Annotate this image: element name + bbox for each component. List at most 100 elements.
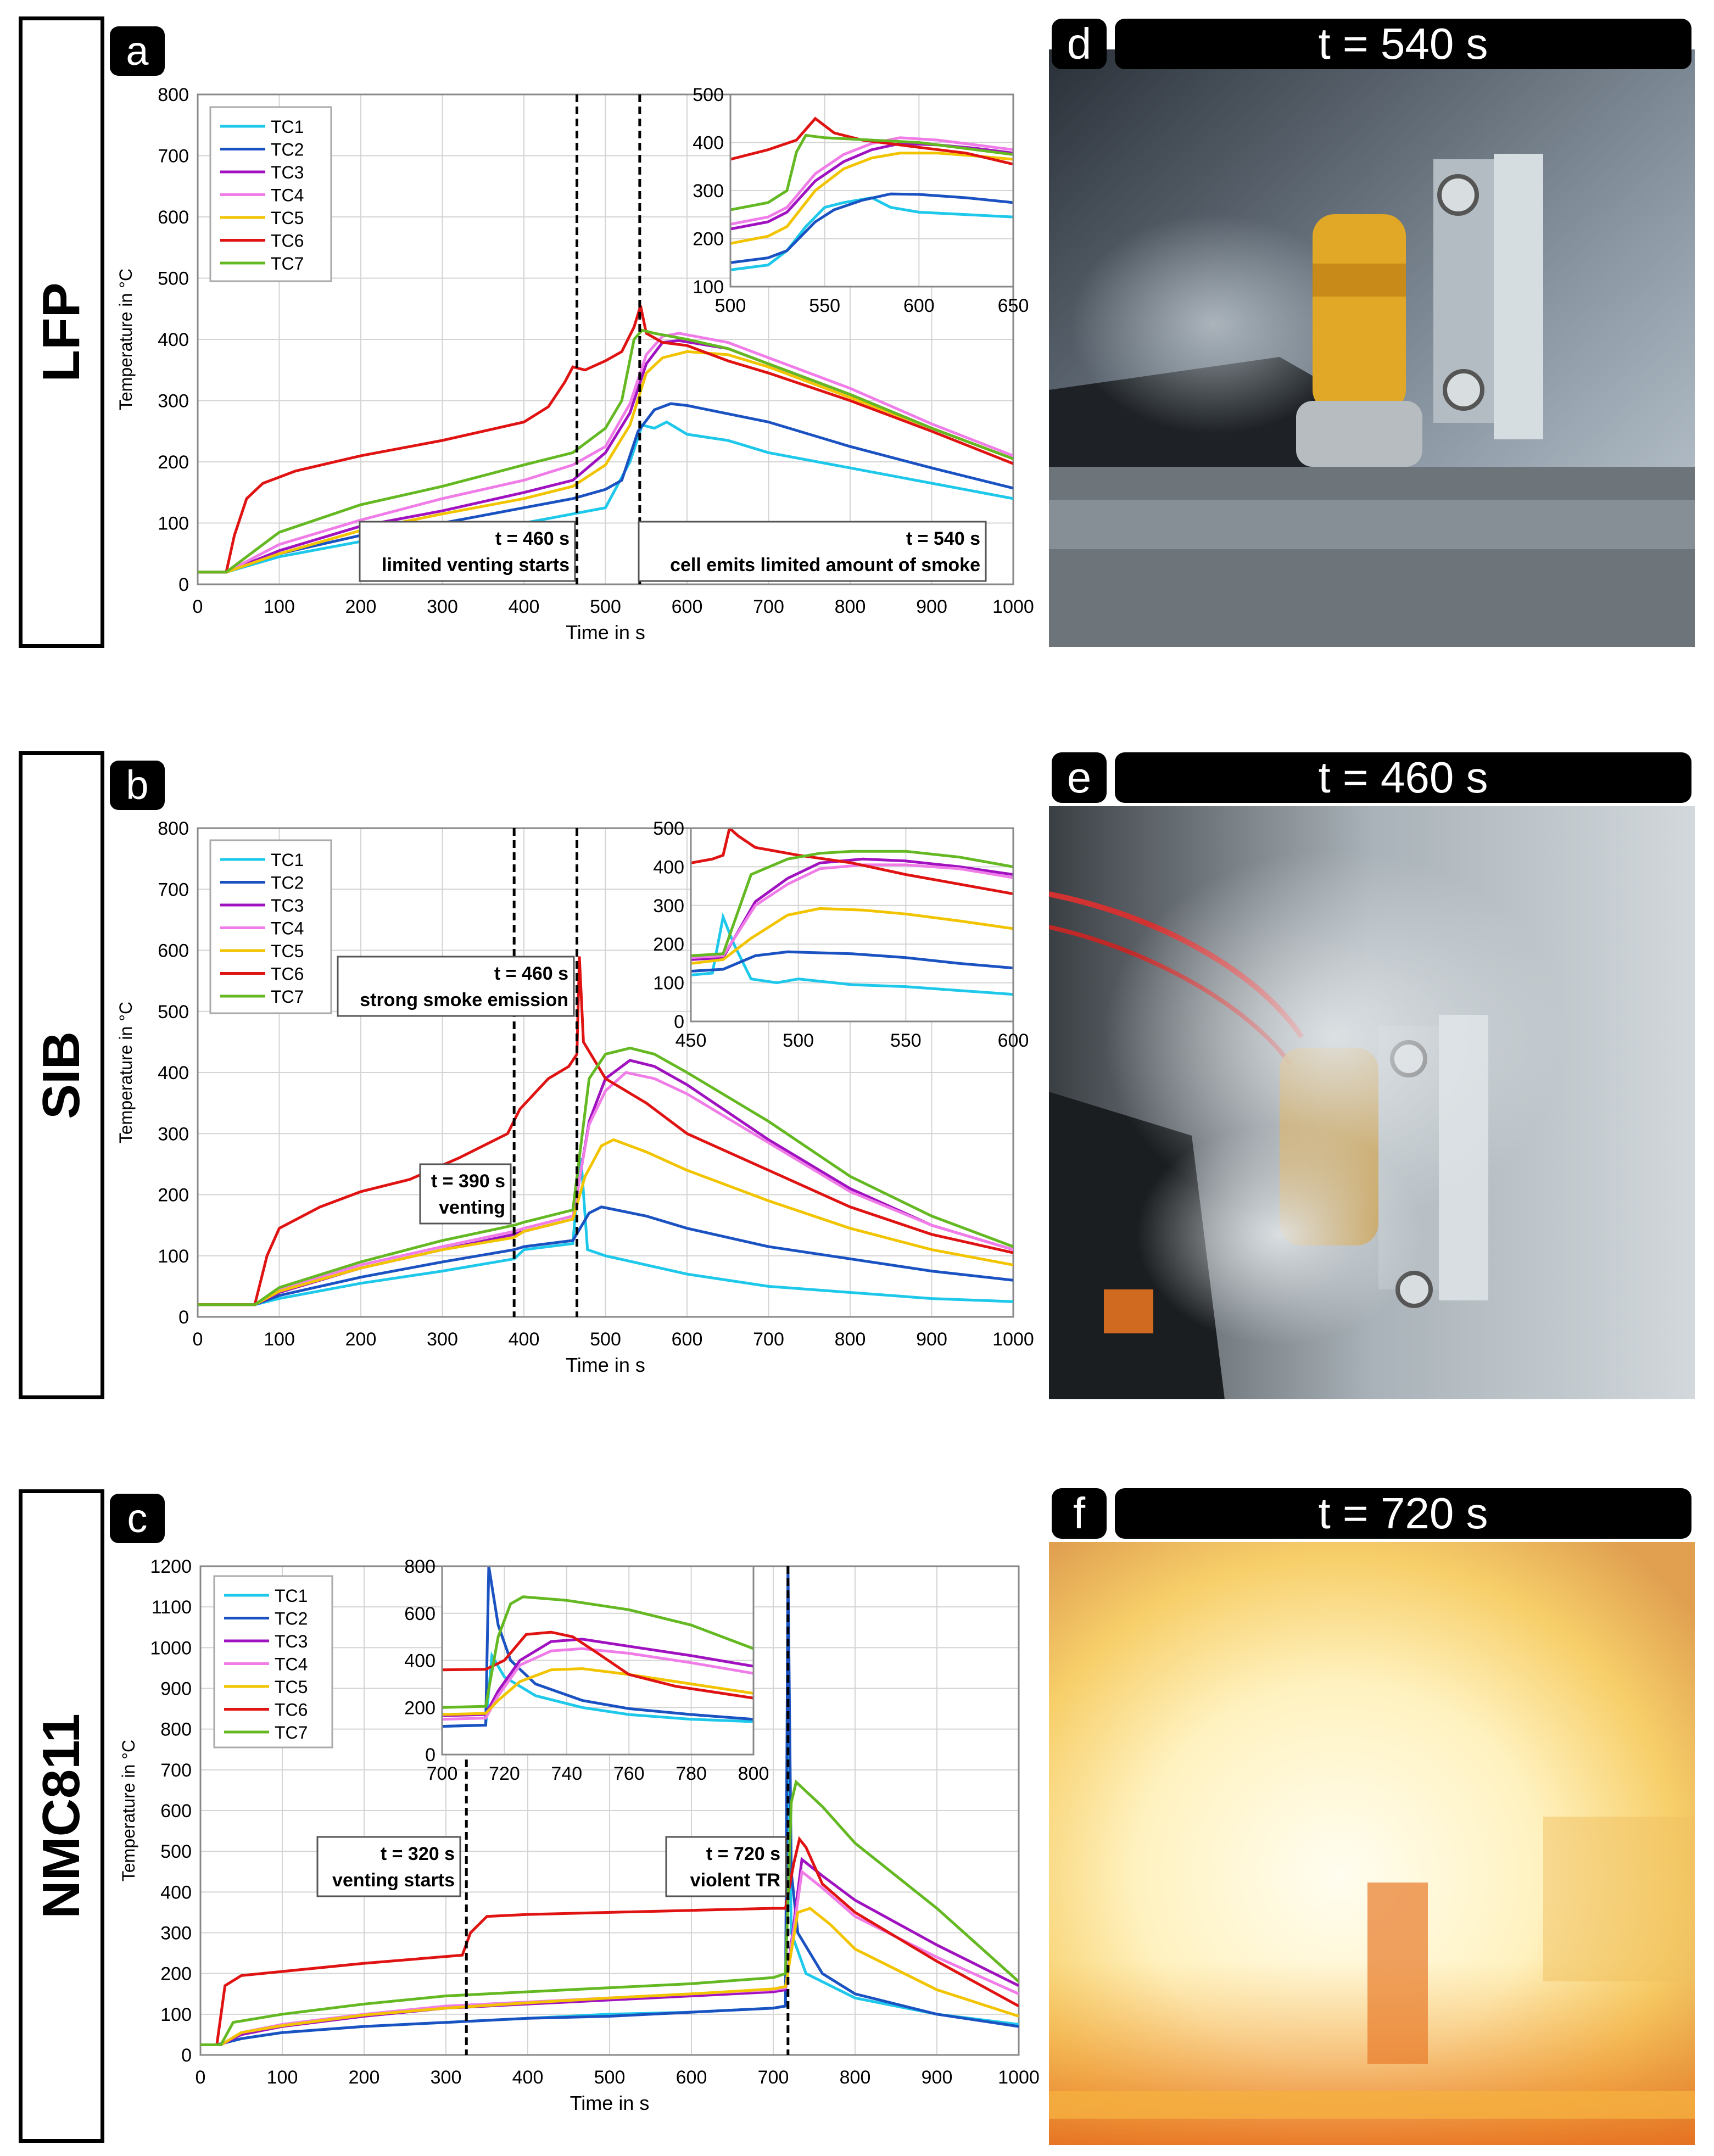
photo-lfp-letter: d — [1052, 19, 1107, 69]
inset-y-tick-label: 400 — [693, 133, 724, 154]
inset-y-tick-label: 200 — [653, 934, 684, 955]
y-tick-label: 800 — [158, 818, 189, 839]
series-line-tc7 — [198, 1046, 1013, 1306]
photo-nmc811-image — [1049, 1542, 1695, 2145]
y-tick-label: 400 — [160, 1882, 192, 1903]
row-label-sib: SIB — [19, 751, 104, 1399]
inset-x-tick-label: 600 — [903, 295, 935, 316]
x-tick-label: 400 — [509, 596, 540, 617]
y-tick-label: 300 — [158, 391, 189, 412]
inset-series-line-tc5 — [442, 1667, 753, 1716]
annotation-text: t = 460 s — [494, 963, 568, 984]
inset-series-line-tc4 — [691, 863, 1013, 959]
x-tick-label: 800 — [840, 2067, 871, 2088]
inset-x-tick-label: 450 — [675, 1030, 707, 1051]
panel-letter-badge — [110, 761, 165, 810]
series-line-tc5 — [200, 1907, 1019, 2046]
y-tick-label: 0 — [178, 574, 189, 595]
annotation-box — [316, 1836, 461, 1897]
annotation-box — [359, 521, 576, 582]
inset-x-tick-label: 600 — [998, 1030, 1029, 1051]
inset-series-line-tc5 — [691, 907, 1013, 965]
x-tick-label: 800 — [835, 1329, 866, 1350]
y-tick-label: 200 — [158, 452, 189, 473]
photo-lfp — [1049, 49, 1695, 647]
inset-x-tick-label: 760 — [613, 1763, 645, 1784]
legend-label: TC5 — [275, 1677, 308, 1697]
inset-y-tick-label: 0 — [425, 1745, 436, 1766]
legend-label: TC6 — [271, 964, 304, 984]
photo-sib-letter: e — [1052, 752, 1107, 803]
x-tick-label: 400 — [512, 2067, 544, 2088]
panel-letter: a — [126, 28, 149, 74]
inset-x-tick-label: 500 — [715, 295, 746, 316]
photo-sib — [1049, 806, 1695, 1399]
x-tick-label: 100 — [267, 2067, 298, 2088]
x-axis-label: Time in s — [570, 2092, 650, 2114]
legend-label: TC1 — [271, 117, 304, 137]
y-tick-label: 1100 — [152, 1597, 192, 1618]
y-tick-label: 800 — [158, 85, 189, 105]
inset-y-tick-label: 800 — [404, 1556, 436, 1577]
x-tick-label: 0 — [193, 1329, 203, 1350]
legend-label: TC5 — [271, 941, 304, 961]
series-line-tc6 — [198, 305, 1013, 574]
x-axis-label: Time in s — [566, 621, 645, 644]
series-line-tc7 — [200, 1779, 1019, 2046]
x-tick-label: 500 — [590, 1329, 621, 1350]
series-line-tc4 — [198, 332, 1013, 574]
x-tick-label: 300 — [427, 596, 458, 617]
inset-series-line-tc6 — [442, 1630, 753, 1700]
x-tick-label: 500 — [594, 2067, 626, 2088]
x-tick-label: 700 — [753, 1329, 784, 1350]
x-tick-label: 200 — [345, 1329, 377, 1350]
series-line-tc2 — [200, 1566, 1019, 2046]
legend-label: TC7 — [275, 1723, 308, 1742]
x-axis-label: Time in s — [566, 1354, 645, 1376]
x-tick-label: 800 — [835, 596, 866, 617]
x-tick-label: 700 — [753, 596, 784, 617]
x-tick-label: 900 — [922, 2067, 953, 2088]
series-line-tc3 — [200, 1857, 1019, 2046]
inset-y-tick-label: 600 — [404, 1604, 436, 1624]
inset-y-tick-label: 100 — [653, 973, 684, 994]
photo-sib-time: t = 460 s — [1115, 752, 1691, 803]
y-tick-label: 600 — [158, 941, 189, 962]
panel-letter: b — [126, 762, 148, 808]
inset-y-tick-label: 400 — [404, 1651, 436, 1672]
chart-panel-b: b0 100 200 300 400 500 600 700 800 900 10000100200… — [110, 761, 1034, 1376]
x-tick-label: 700 — [758, 2067, 789, 2088]
inset-series-line-tc2 — [691, 950, 1013, 973]
row-label-lfp: LFP — [19, 16, 104, 648]
legend-label: TC3 — [275, 1632, 308, 1651]
annotation-text: venting — [439, 1197, 505, 1218]
inset-y-tick-label: 0 — [674, 1012, 684, 1032]
inset-x-tick-label: 720 — [489, 1763, 520, 1784]
panel-letter-badge — [110, 1494, 165, 1543]
y-tick-label: 400 — [158, 329, 189, 350]
legend-label: TC5 — [271, 208, 304, 228]
y-tick-label: 400 — [158, 1063, 189, 1083]
y-tick-label: 200 — [158, 1185, 189, 1206]
y-tick-label: 1000 — [150, 1638, 192, 1658]
inset-x-tick-label: 500 — [783, 1030, 814, 1051]
y-tick-label: 300 — [158, 1124, 189, 1144]
y-axis-label: Temperature in °C — [119, 1740, 138, 1881]
x-tick-label: 300 — [431, 2067, 462, 2088]
legend-label: TC3 — [271, 896, 304, 915]
x-tick-label: 200 — [349, 2067, 380, 2088]
inset-series-line-tc4 — [730, 136, 1013, 226]
x-tick-label: 600 — [672, 596, 703, 617]
inset-y-tick-label: 500 — [693, 85, 724, 105]
legend-label: TC7 — [271, 254, 304, 273]
inset-y-tick-label: 300 — [653, 896, 684, 917]
annotation-box — [665, 1836, 787, 1897]
inset-y-tick-label: 200 — [404, 1697, 436, 1718]
x-tick-label: 500 — [590, 596, 621, 617]
panel-letter: c — [127, 1495, 148, 1541]
y-tick-label: 0 — [181, 2045, 192, 2066]
series-line-tc5 — [198, 350, 1013, 574]
photo-nmc811-letter: f — [1052, 1488, 1107, 1539]
x-tick-label: 1000 — [992, 1329, 1034, 1350]
